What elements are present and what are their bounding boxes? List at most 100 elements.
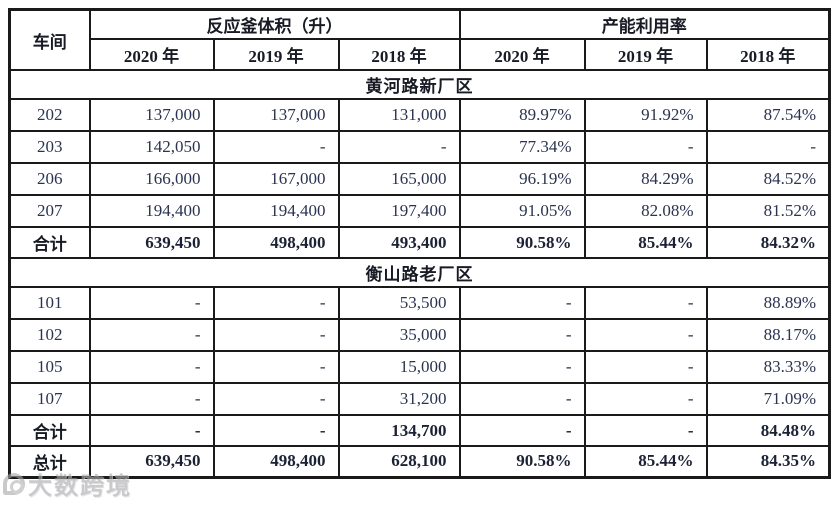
group-header-row: 车间 反应釜体积（升） 产能利用率 [8, 8, 831, 71]
table-row: 102- -35,000- -88.17% [8, 318, 831, 352]
value-cell: 167,000 [212, 162, 340, 196]
value-cell: - [458, 286, 586, 320]
value-cell: 90.58% [458, 445, 586, 478]
value-cell: 89.97% [458, 98, 586, 132]
value-cell: - [583, 414, 708, 447]
value-cell: - [583, 318, 708, 352]
value-cell: 83.33% [705, 350, 831, 384]
year-header-vol-2018: 2018 年 [337, 38, 461, 71]
row-label: 101 [8, 286, 91, 320]
value-cell: - [212, 350, 340, 384]
value-cell: 77.34% [458, 130, 586, 164]
reactor-capacity-table: 车间 反应釜体积（升） 产能利用率 2020 年 2019 年 2018 年 2… [8, 8, 832, 479]
value-cell: - [212, 414, 340, 447]
row-label: 总计 [8, 445, 91, 478]
table-row: 105- -15,000- -83.33% [8, 350, 831, 384]
value-cell: - [458, 318, 586, 352]
row-label: 合计 [8, 414, 91, 447]
total-row: 总计 639,450 498,400 628,100 90.58% 85.44% 84.35… [8, 445, 831, 478]
value-cell: 197,400 [337, 194, 461, 228]
value-cell: 194,400 [88, 194, 215, 228]
table-row: 101- -53,500- -88.89% [8, 286, 831, 320]
value-cell: - [212, 382, 340, 416]
value-cell: 84.32% [705, 226, 831, 259]
value-cell: 639,450 [88, 445, 215, 478]
value-cell: - [88, 350, 215, 384]
year-header-util-2020: 2020 年 [458, 38, 586, 71]
value-cell: 628,100 [337, 445, 461, 478]
value-cell: 81.52% [705, 194, 831, 228]
row-label: 合计 [8, 226, 91, 259]
value-cell: 194,400 [212, 194, 340, 228]
row-label: 203 [8, 130, 91, 164]
table-row: 203 142,050- -77.34% - - [8, 130, 831, 164]
value-cell: - [88, 318, 215, 352]
value-cell: 84.35% [705, 445, 831, 478]
group-header-reactor-volume: 反应釜体积（升） [88, 8, 461, 40]
value-cell: 498,400 [212, 226, 340, 259]
table-row: 107- -31,200- -71.09% [8, 382, 831, 416]
group-header-capacity-utilization: 产能利用率 [458, 8, 831, 40]
value-cell: 53,500 [337, 286, 461, 320]
section-header-row: 黄河路新厂区 [8, 69, 831, 100]
value-cell: - [88, 414, 215, 447]
value-cell: 91.05% [458, 194, 586, 228]
value-cell: - [458, 382, 586, 416]
value-cell: 84.29% [583, 162, 708, 196]
section-title: 黄河路新厂区 [8, 69, 831, 100]
value-cell: 84.52% [705, 162, 831, 196]
table-row: 202 137,000 137,000 131,000 89.97% 91.92% 87.5… [8, 98, 831, 132]
value-cell: 134,700 [337, 414, 461, 447]
table-row: 207 194,400 194,400 197,400 91.05% 82.08% 81.5… [8, 194, 831, 228]
value-cell: 88.89% [705, 286, 831, 320]
value-cell: 137,000 [88, 98, 215, 132]
value-cell: 15,000 [337, 350, 461, 384]
value-cell: 91.92% [583, 98, 708, 132]
value-cell: - [458, 350, 586, 384]
value-cell: 35,000 [337, 318, 461, 352]
value-cell: 166,000 [88, 162, 215, 196]
total-row: 合计 639,450 498,400 493,400 90.58% 85.44% 84.32… [8, 226, 831, 259]
value-cell: 96.19% [458, 162, 586, 196]
value-cell: - [458, 414, 586, 447]
value-cell: 165,000 [337, 162, 461, 196]
capacity-table-container: 车间 反应釜体积（升） 产能利用率 2020 年 2019 年 2018 年 2… [8, 8, 832, 479]
value-cell: 85.44% [583, 226, 708, 259]
value-cell: 87.54% [705, 98, 831, 132]
row-label: 207 [8, 194, 91, 228]
row-label: 202 [8, 98, 91, 132]
value-cell: - [337, 130, 461, 164]
value-cell: 90.58% [458, 226, 586, 259]
value-cell: 82.08% [583, 194, 708, 228]
table-row: 206 166,000 167,000 165,000 96.19% 84.29% 84.5… [8, 162, 831, 196]
row-label: 206 [8, 162, 91, 196]
value-cell: - [583, 382, 708, 416]
value-cell: 131,000 [337, 98, 461, 132]
section-header-row: 衡山路老厂区 [8, 257, 831, 288]
value-cell: 85.44% [583, 445, 708, 478]
year-header-row: 2020 年 2019 年 2018 年 2020 年 2019 年 2018 … [10, 38, 831, 71]
section-title: 衡山路老厂区 [8, 257, 831, 288]
year-header-util-2019: 2019 年 [583, 38, 708, 71]
value-cell: - [212, 286, 340, 320]
row-label: 105 [8, 350, 91, 384]
corner-header-workshop: 车间 [8, 8, 91, 71]
value-cell: 639,450 [88, 226, 215, 259]
value-cell: 498,400 [212, 445, 340, 478]
value-cell: 142,050 [88, 130, 215, 164]
value-cell: - [583, 130, 708, 164]
value-cell: - [88, 286, 215, 320]
value-cell: 71.09% [705, 382, 831, 416]
value-cell: 137,000 [212, 98, 340, 132]
row-label: 102 [8, 318, 91, 352]
year-header-vol-2019: 2019 年 [212, 38, 340, 71]
value-cell: - [583, 350, 708, 384]
value-cell: - [212, 130, 340, 164]
value-cell: 31,200 [337, 382, 461, 416]
year-header-vol-2020: 2020 年 [88, 38, 215, 71]
value-cell: 493,400 [337, 226, 461, 259]
year-header-util-2018: 2018 年 [705, 38, 831, 71]
value-cell: - [212, 318, 340, 352]
value-cell: 84.48% [705, 414, 831, 447]
row-label: 107 [8, 382, 91, 416]
